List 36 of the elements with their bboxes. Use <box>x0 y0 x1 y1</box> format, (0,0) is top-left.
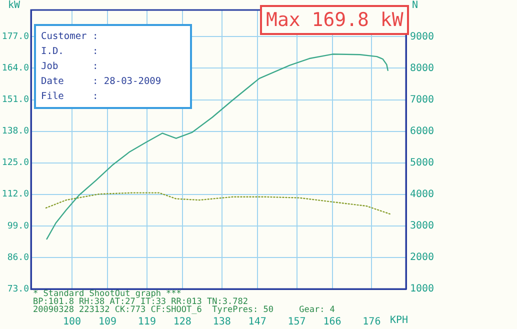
info-panel: Customer : I.D. : Job : Date : 28-03-2009 File : <box>34 24 192 109</box>
chart-title: Max 169.8 kW <box>260 5 410 35</box>
y2-tick-label: 6000 <box>410 126 434 137</box>
x-tick-label: 176 <box>362 316 381 328</box>
x-tick-label: 166 <box>323 316 342 328</box>
text: 20090328 223132 CK:773 CF:SHOOT_6 TyrePres: 50 Gear: 4 <box>33 305 335 315</box>
y2-tick-label: 9000 <box>410 31 434 42</box>
x-tick-label: 109 <box>98 316 117 328</box>
y2-tick-label: 8000 <box>410 62 434 74</box>
x-tick-label: 100 <box>62 316 82 328</box>
y-tick-label: 73.0 <box>7 284 29 294</box>
line-series <box>45 192 390 215</box>
y-tick-label: 164.0 <box>2 64 29 74</box>
y-tick-label: 138.0 <box>2 126 29 137</box>
y2-tick-label: 2000 <box>410 252 434 264</box>
y-tick-label: 112.0 <box>2 190 29 200</box>
y-tick-label: 99.0 <box>7 221 29 232</box>
x-axis-title: KPH <box>390 315 408 326</box>
y-tick-label: 86.0 <box>7 252 29 263</box>
x-tick-label: 138 <box>212 316 231 328</box>
annotation: * Standard ShootOut graph *** <box>33 289 182 299</box>
x-tick-label: 147 <box>248 316 266 328</box>
y2-tick-label: 4000 <box>410 188 434 200</box>
y-tick-label: 125.0 <box>2 158 29 168</box>
x-tick-label: 128 <box>173 316 192 328</box>
y2-tick-label: 5000 <box>410 157 434 168</box>
x-tick-label: 119 <box>138 316 156 328</box>
text: BP:101.8 RH:38 AT:27 IT:33 RR:013 TN:3.782 <box>33 297 248 307</box>
y-tick-label: 177.0 <box>2 32 29 42</box>
x-tick-label: 157 <box>288 316 306 328</box>
y2-tick-label: 7000 <box>410 94 434 106</box>
y-tick-label: 151.0 <box>2 95 29 106</box>
y-axis-title: kW <box>8 0 20 11</box>
y2-tick-label: 3000 <box>410 220 434 232</box>
y2-axis-title: N <box>412 0 418 11</box>
y2-tick-label: 1000 <box>410 284 434 295</box>
